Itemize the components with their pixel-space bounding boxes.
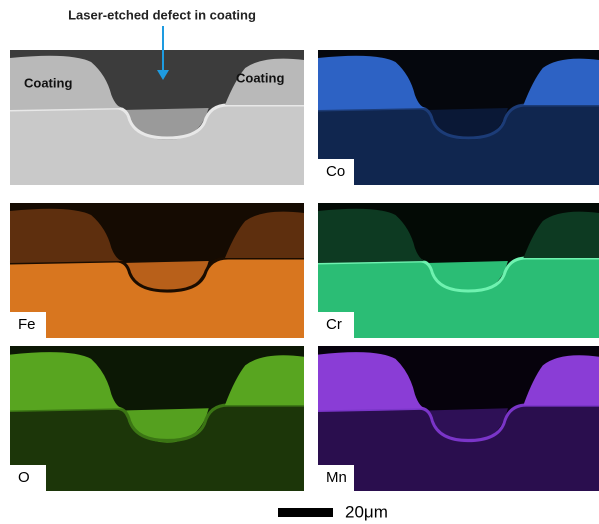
panel: [318, 346, 599, 491]
element-label: O: [18, 469, 30, 486]
annotation: Laser-etched defect in coating: [68, 7, 256, 22]
panel: [10, 203, 304, 338]
element-label: Cr: [326, 316, 342, 333]
panel: [10, 346, 304, 491]
coating-label: Coating: [24, 75, 72, 90]
coating-label: Coating: [236, 70, 284, 85]
element-label: Co: [326, 163, 345, 180]
scale-bar-label: 20μm: [345, 502, 388, 521]
scale-bar: [278, 508, 333, 517]
panel: [318, 203, 599, 338]
figure: Laser-etched defect in coating 20μm Coat…: [0, 0, 599, 524]
panel: [318, 50, 599, 185]
element-label: Mn: [326, 469, 347, 486]
element-label: Fe: [18, 316, 36, 333]
